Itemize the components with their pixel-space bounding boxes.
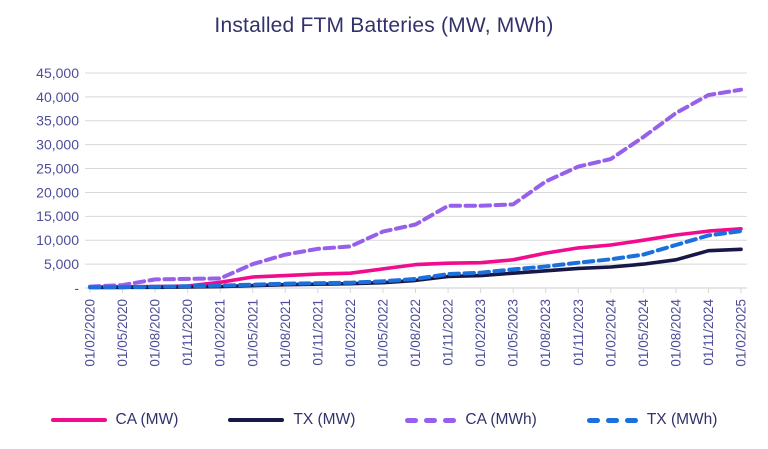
x-axis-tick-label: 01/08/2020 xyxy=(148,299,163,367)
x-axis-tick-label: 01/08/2022 xyxy=(408,299,423,367)
legend-label-ca_mwh: CA (MWh) xyxy=(465,411,537,428)
y-axis-tick-label: 40,000 xyxy=(36,89,79,105)
x-axis-tick-label: 01/05/2021 xyxy=(245,299,260,367)
legend-swatch-ca_mwh xyxy=(405,417,457,423)
series-line-ca_mwh xyxy=(88,87,743,289)
chart-legend: CA (MW) TX (MW) CA (MWh) TX (MWh) xyxy=(0,403,768,437)
x-axis-tick-label: 01/05/2022 xyxy=(375,299,390,367)
series-line-tx_mwh xyxy=(88,229,743,290)
x-axis-tick-label: 01/08/2023 xyxy=(538,299,553,367)
legend-item-tx_mw: TX (MW) xyxy=(228,411,355,429)
legend-swatch-tx_mwh xyxy=(586,417,638,423)
legend-label-tx_mw: TX (MW) xyxy=(293,411,356,428)
y-axis-tick-label: - xyxy=(74,280,79,296)
legend-item-ca_mw: CA (MW) xyxy=(50,411,179,429)
x-axis-tick-label: 01/02/2020 xyxy=(83,299,98,367)
x-axis-tick-label: 01/05/2023 xyxy=(506,299,521,367)
x-axis-tick-label: 01/02/2022 xyxy=(343,299,358,367)
y-axis-tick-label: 15,000 xyxy=(36,208,79,224)
legend-swatch-tx_mw xyxy=(228,417,285,423)
x-axis-tick-label: 01/11/2024 xyxy=(701,299,716,366)
x-axis-tick-label: 01/02/2024 xyxy=(603,299,618,367)
x-axis-tick-label: 01/05/2020 xyxy=(115,299,130,367)
x-axis-tick-label: 01/08/2021 xyxy=(278,299,293,367)
x-axis-tick-label: 01/02/2025 xyxy=(734,299,749,367)
x-axis-tick-label: 01/08/2024 xyxy=(668,299,683,367)
x-axis-tick-label: 01/11/2022 xyxy=(441,299,456,366)
x-axis-tick-label: 01/02/2023 xyxy=(473,299,488,367)
y-axis-tick-label: 30,000 xyxy=(36,137,79,153)
legend-swatch-ca_mw xyxy=(50,417,107,423)
y-axis-tick-label: 10,000 xyxy=(36,232,79,248)
legend-label-ca_mw: CA (MW) xyxy=(115,411,179,428)
x-axis-tick-label: 01/11/2023 xyxy=(571,299,586,366)
chart-title: Installed FTM Batteries (MW, MWh) xyxy=(214,14,554,37)
y-axis-tick-label: 45,000 xyxy=(36,65,79,81)
x-axis-tick-label: 01/11/2020 xyxy=(180,299,195,366)
x-axis-tick-label: 01/02/2021 xyxy=(213,299,228,367)
legend-label-tx_mwh: TX (MWh) xyxy=(646,411,718,428)
y-axis-tick-label: 25,000 xyxy=(36,160,79,176)
x-axis-tick-label: 01/05/2024 xyxy=(636,299,651,367)
legend-item-tx_mwh: TX (MWh) xyxy=(586,411,718,429)
y-axis-tick-label: 5,000 xyxy=(44,256,79,272)
x-axis-tick-label: 01/11/2021 xyxy=(310,299,325,366)
legend-item-ca_mwh: CA (MWh) xyxy=(405,411,537,429)
y-axis-tick-label: 35,000 xyxy=(36,113,79,129)
y-axis-tick-label: 20,000 xyxy=(36,184,79,200)
